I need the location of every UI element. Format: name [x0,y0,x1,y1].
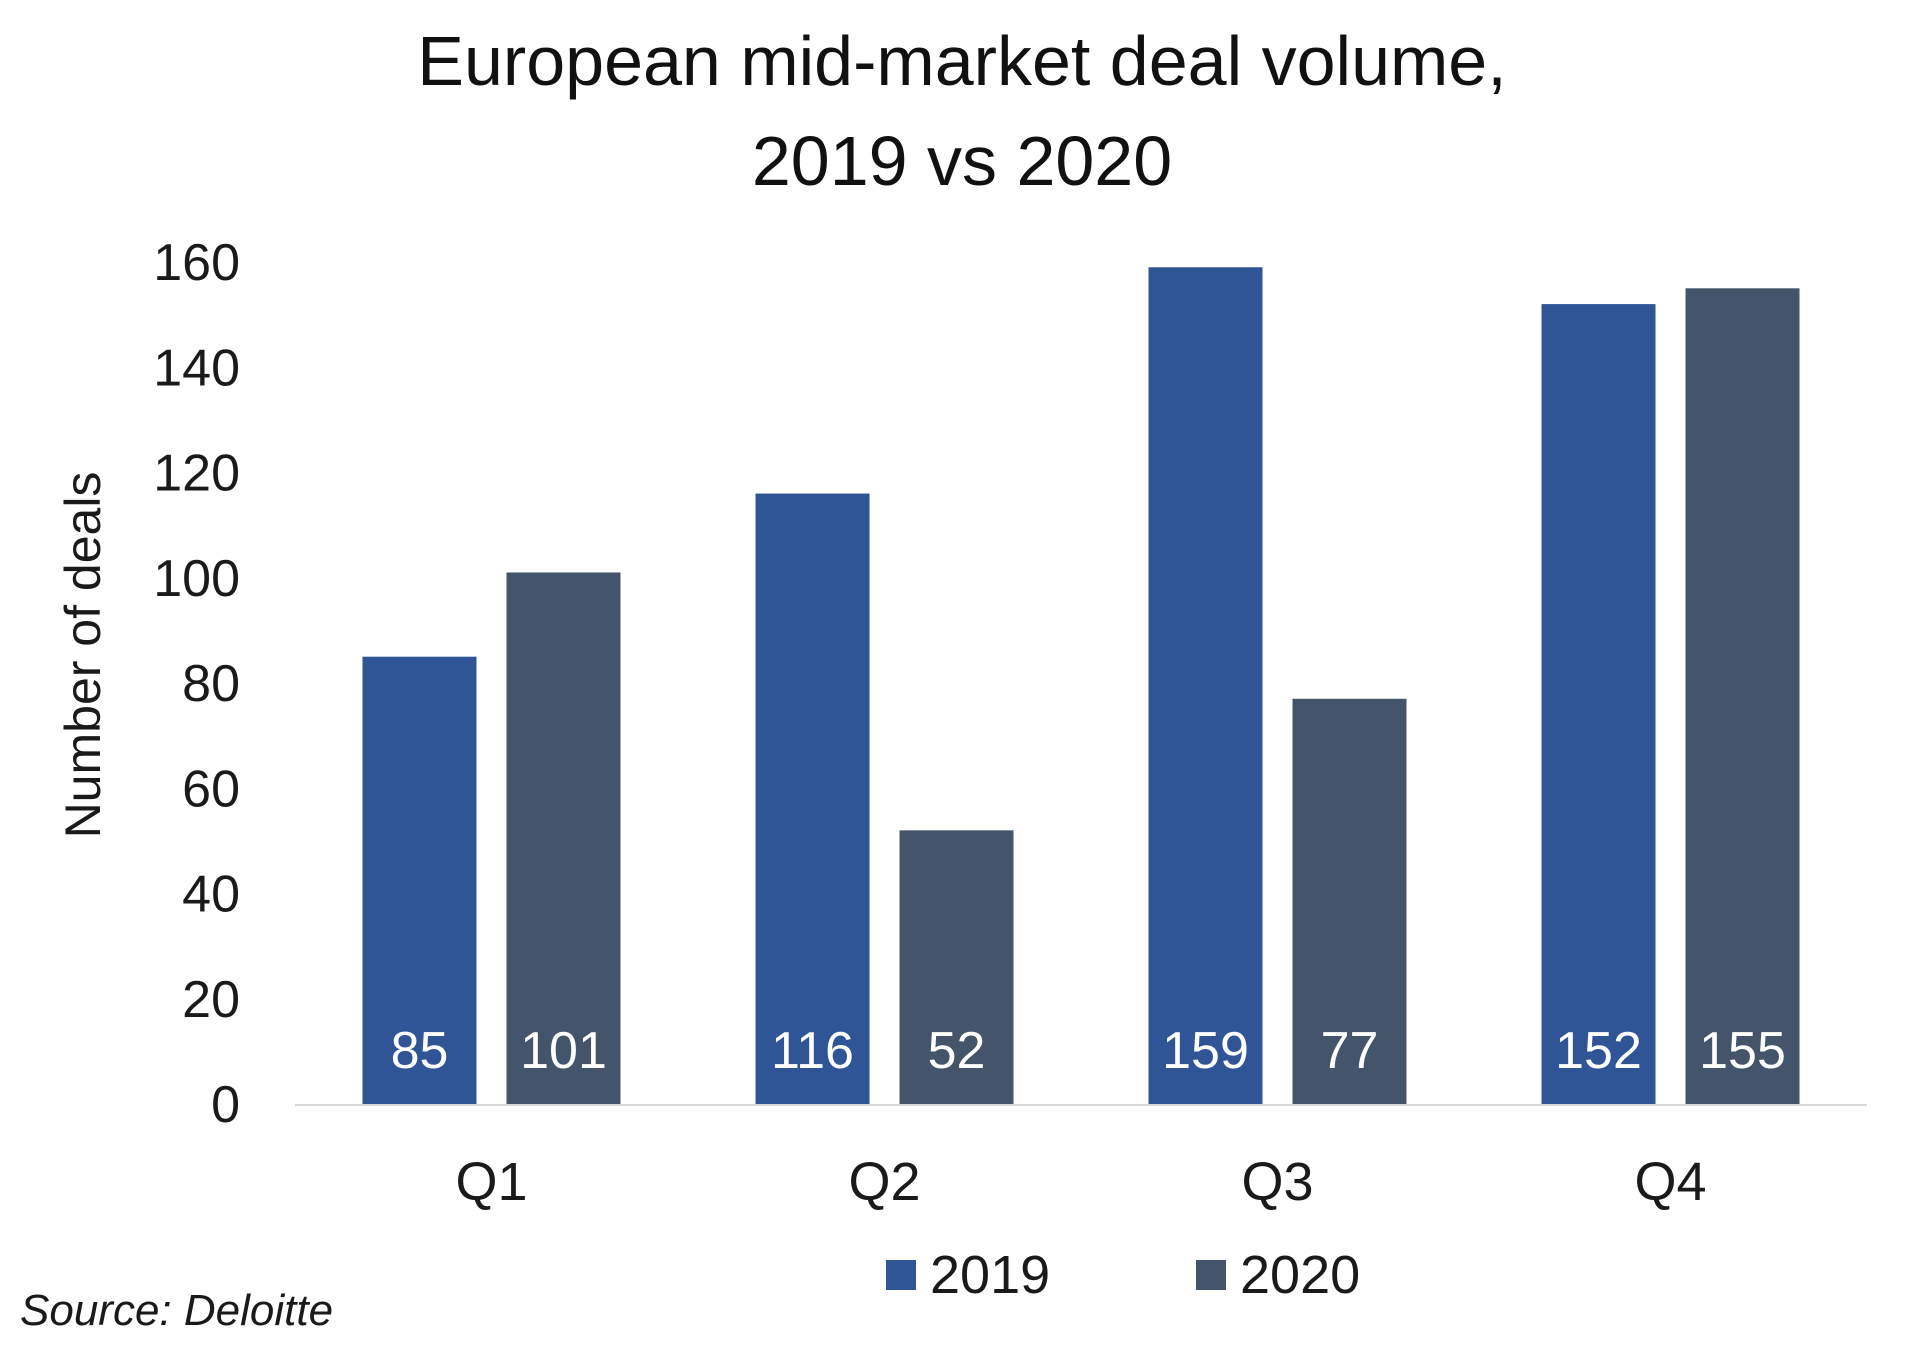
y-tick-label: 20 [182,971,240,1029]
y-axis-ticks: 0 20 40 60 80 100 120 140 160 [153,234,240,1134]
x-category-label: Q1 [455,1152,527,1212]
bar-2020-Q2 [899,830,1014,1104]
data-label-2019-Q4: 152 [1555,1022,1642,1080]
data-label-2020-Q4: 155 [1699,1022,1786,1080]
chart-title-line-2: 2019 vs 2020 [752,122,1172,200]
legend-label-2020: 2020 [1240,1245,1360,1305]
y-tick-label: 0 [211,1076,240,1134]
y-tick-label: 100 [153,550,240,608]
data-label-2019-Q2: 116 [771,1022,854,1080]
bar-2019-Q1 [362,656,477,1104]
data-label-2020-Q2: 52 [928,1022,986,1080]
legend-swatch-2020 [1196,1260,1226,1290]
bars [362,267,1800,1105]
bar-2019-Q2 [755,493,870,1104]
data-label-2019-Q3: 159 [1162,1022,1249,1080]
bar-2019-Q3 [1148,267,1263,1104]
source-note: Source: Deloitte [20,1286,333,1335]
y-tick-label: 140 [153,339,240,397]
x-category-label: Q3 [1241,1152,1313,1212]
chart-title: European mid-market deal volume, 2019 vs… [417,22,1506,200]
x-category-label: Q4 [1634,1152,1706,1212]
chart-title-line-1: European mid-market deal volume, [417,22,1506,100]
legend-label-2019: 2019 [930,1245,1050,1305]
y-tick-label: 120 [153,445,240,503]
y-axis-label: Number of deals [55,472,111,839]
legend-swatch-2019 [886,1260,916,1290]
bar-2020-Q3 [1292,698,1407,1104]
legend: 2019 2020 [886,1245,1360,1305]
data-label-2020-Q3: 77 [1321,1022,1379,1080]
y-tick-label: 60 [182,760,240,818]
bar-2020-Q1 [506,572,621,1104]
data-label-2019-Q1: 85 [391,1022,449,1080]
bar-2020-Q4 [1685,288,1800,1104]
data-label-2020-Q1: 101 [520,1022,607,1080]
x-axis-categories: Q1 Q2 Q3 Q4 [455,1152,1706,1212]
x-category-label: Q2 [848,1152,920,1212]
y-tick-label: 160 [153,234,240,292]
y-tick-label: 80 [182,655,240,713]
bar-2019-Q4 [1541,304,1656,1105]
bar-data-labels: 85 101 116 52 159 77 152 155 [391,1022,1786,1080]
y-tick-label: 40 [182,866,240,924]
